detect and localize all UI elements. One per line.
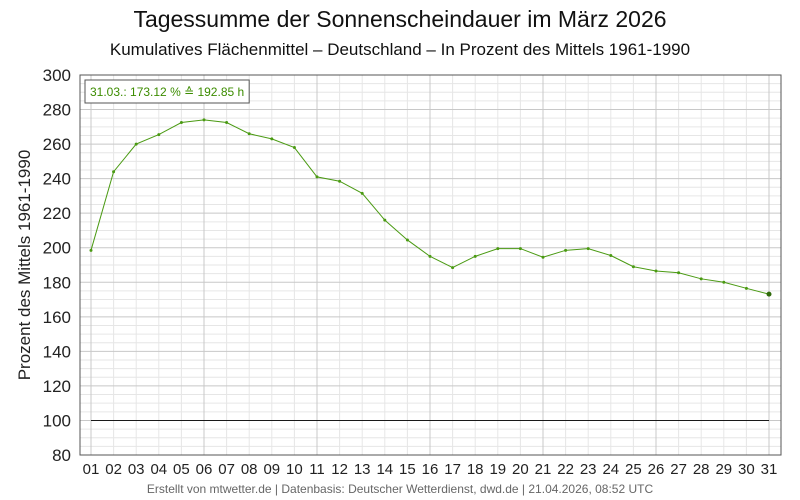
x-tick-label: 09 xyxy=(263,461,280,478)
data-point xyxy=(518,247,522,251)
x-tick-labels: 01 02 03 04 05 06 07 08 09 10 11 12 13 14 15 16 17 18 19 20… xyxy=(83,461,778,478)
x-tick-label: 25 xyxy=(625,461,642,478)
data-point xyxy=(383,218,387,222)
y-tick-label: 260 xyxy=(43,135,71,154)
x-tick-label: 31 xyxy=(761,461,778,478)
last-value-annotation: 31.03.: 173.12 % ≙ 192.85 h xyxy=(84,79,250,104)
data-point xyxy=(315,175,319,179)
plot-frame xyxy=(79,74,782,456)
data-point xyxy=(225,121,229,124)
y-tick-label: 120 xyxy=(43,377,71,396)
data-point xyxy=(89,248,93,252)
x-tick-label: 08 xyxy=(241,461,258,478)
x-tick-label: 19 xyxy=(489,461,506,478)
data-point xyxy=(112,170,116,174)
x-tick-label: 05 xyxy=(173,461,190,478)
chart-subtitle: Kumulatives Flächenmittel – Deutschland … xyxy=(109,40,691,59)
data-point xyxy=(202,118,206,122)
y-tick-label: 140 xyxy=(43,342,71,361)
y-tick-label: 160 xyxy=(43,308,71,327)
x-tick-label: 03 xyxy=(128,461,145,478)
x-tick-label: 22 xyxy=(557,461,574,478)
y-tick-labels: 80 100 120 140 160 180 200 220 240 260 280 300 xyxy=(43,66,71,465)
data-point xyxy=(766,291,772,297)
y-tick-label: 200 xyxy=(43,239,71,258)
data-point xyxy=(292,146,296,150)
data-point xyxy=(157,133,161,137)
x-tick-label: 01 xyxy=(83,461,100,478)
y-tick-label: 240 xyxy=(43,170,71,189)
x-tick-label: 10 xyxy=(286,461,303,478)
x-tick-label: 15 xyxy=(399,461,416,478)
y-tick-label: 80 xyxy=(52,446,71,465)
x-tick-label: 11 xyxy=(309,461,325,478)
x-tick-label: 20 xyxy=(512,461,529,478)
x-tick-label: 16 xyxy=(422,461,439,478)
data-point xyxy=(744,286,748,290)
data-point xyxy=(677,271,681,275)
data-point xyxy=(405,238,409,242)
x-tick-label: 04 xyxy=(150,461,167,478)
x-tick-label: 12 xyxy=(331,461,348,478)
data-point xyxy=(541,255,545,259)
x-tick-label: 13 xyxy=(354,461,371,478)
data-point xyxy=(270,137,274,141)
x-tick-label: 21 xyxy=(535,461,552,478)
annotation-box-frame xyxy=(84,79,250,104)
y-tick-label: 180 xyxy=(43,273,71,292)
y-tick-label: 220 xyxy=(43,204,71,223)
data-point xyxy=(247,132,251,136)
series-layer xyxy=(89,118,772,297)
chart-footer: Erstellt von mtwetter.de | Datenbasis: D… xyxy=(146,482,654,496)
data-point xyxy=(631,265,635,269)
y-tick-label: 100 xyxy=(43,411,71,430)
x-tick-label: 29 xyxy=(715,461,732,478)
data-point xyxy=(428,254,432,258)
x-tick-label: 02 xyxy=(105,461,122,478)
data-point xyxy=(360,191,364,195)
x-tick-label: 07 xyxy=(218,461,235,478)
chart-title: Tagessumme der Sonnenscheindauer im März… xyxy=(133,6,667,32)
x-tick-label: 27 xyxy=(670,461,687,478)
data-point xyxy=(564,248,568,252)
x-tick-label: 26 xyxy=(648,461,665,478)
x-tick-label: 18 xyxy=(467,461,484,478)
x-tick-label: 24 xyxy=(602,461,619,478)
data-point xyxy=(586,247,590,251)
x-tick-label: 14 xyxy=(376,461,393,478)
annotation-text: 31.03.: 173.12 % ≙ 192.85 h xyxy=(90,85,244,99)
data-point xyxy=(451,266,455,270)
x-tick-label: 17 xyxy=(444,461,461,478)
data-point xyxy=(473,254,477,258)
y-axis-label: Prozent des Mittels 1961-1990 xyxy=(15,150,34,381)
x-tick-label: 06 xyxy=(196,461,213,478)
data-point xyxy=(496,247,500,251)
x-tick-label: 30 xyxy=(738,461,755,478)
data-point xyxy=(699,277,703,281)
data-point xyxy=(609,254,613,257)
data-point xyxy=(722,280,726,284)
y-tick-label: 300 xyxy=(43,66,71,85)
x-tick-label: 23 xyxy=(580,461,597,478)
x-tick-label: 28 xyxy=(693,461,710,478)
data-point xyxy=(338,179,342,183)
data-point xyxy=(179,121,183,124)
data-point xyxy=(654,269,658,273)
data-point xyxy=(134,142,138,146)
y-tick-label: 280 xyxy=(43,101,71,120)
